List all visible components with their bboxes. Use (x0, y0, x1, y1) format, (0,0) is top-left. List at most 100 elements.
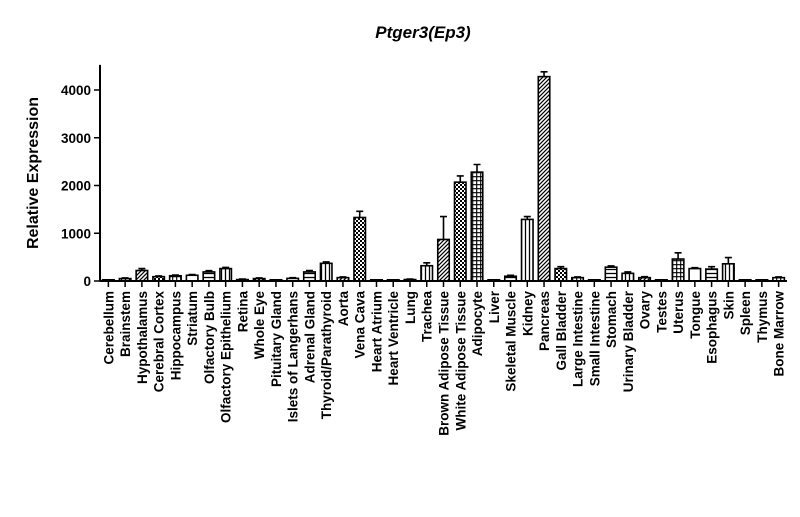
error-bar (557, 265, 565, 269)
error-bar (473, 163, 481, 173)
x-tick-label: Adipocyte (470, 291, 485, 357)
error-bar (440, 215, 447, 240)
x-tick-label: Spleen (738, 291, 753, 335)
x-tick-label: Vena Cava (353, 291, 368, 359)
x-tick-label: Hypothalamus (135, 291, 150, 384)
bar (302, 271, 317, 282)
bar (319, 262, 333, 282)
error-bar (305, 269, 313, 272)
x-tick-label: Urinary Bladder (621, 290, 636, 392)
x-tick-label: Stomach (604, 291, 619, 348)
error-bar (322, 261, 330, 264)
x-tick-label: Gall Bladder (554, 290, 569, 370)
x-tick-label: Thymus (755, 291, 770, 343)
x-tick-label: Whole Eye (252, 291, 267, 360)
bar (436, 238, 451, 282)
bar (604, 266, 618, 282)
error-bar (724, 256, 732, 264)
x-tick-label: Heart Ventricle (386, 291, 401, 386)
error-bar (691, 266, 699, 269)
error-bar (540, 71, 548, 77)
error-bar (205, 269, 213, 272)
x-tick-label: Thyroid/Parathyroid (319, 291, 334, 419)
x-tick-label: Kidney (520, 291, 535, 337)
y-tick-label: 2000 (61, 179, 91, 194)
error-bar (155, 275, 163, 277)
x-tick-label: Pituitary Gland (269, 291, 284, 387)
x-tick-label: Testes (654, 291, 669, 333)
error-bar (339, 276, 347, 278)
x-tick-label: Ovary (638, 291, 653, 330)
x-tick-label: Bone Marrow (772, 291, 787, 377)
error-bar (775, 276, 783, 278)
x-tick-label: Olfactory Bulb (202, 291, 217, 384)
x-tick-label: Islets of Langerhans (286, 291, 301, 422)
error-bar (641, 275, 649, 278)
x-tick-label: Skeletal Muscle (504, 291, 519, 392)
x-tick-label: White Adipose Tissue (453, 291, 468, 431)
y-tick-label: 4000 (61, 83, 91, 98)
bar (554, 267, 568, 282)
error-bar (255, 277, 263, 279)
error-bar (456, 175, 464, 183)
bar (219, 267, 233, 282)
bar (688, 267, 702, 282)
x-tick-label: Olfactory Epithelium (219, 291, 234, 423)
error-bar (708, 265, 716, 270)
x-tick-label: Cerebral Cortex (152, 291, 167, 393)
x-tick-label: Lung (403, 291, 418, 324)
error-bar (289, 276, 297, 279)
error-bar (523, 215, 531, 220)
y-tick-label: 0 (83, 274, 91, 289)
error-bar (121, 277, 129, 279)
bar (520, 218, 534, 282)
x-tick-label: Hippocampus (168, 291, 183, 380)
x-tick-label: Small Intestine (587, 291, 602, 387)
bar (202, 271, 216, 282)
error-bar (138, 267, 146, 271)
bar (453, 181, 467, 282)
x-tick-label: Esophagus (705, 291, 720, 364)
x-tick-label: Uterus (671, 291, 686, 334)
error-bar (624, 271, 632, 274)
error-bar (674, 252, 682, 260)
bar (621, 272, 635, 282)
error-bar (574, 276, 582, 278)
bar (353, 216, 367, 282)
x-tick-label: Skin (721, 291, 736, 320)
x-tick-label: Tongue (688, 291, 703, 339)
error-bar (222, 266, 230, 269)
x-tick-label: Brown Adipose Tissue (437, 291, 452, 436)
error-bar (423, 262, 431, 266)
x-tick-label: Pancreas (537, 291, 552, 351)
x-tick-label: Adrenal Gland (302, 291, 317, 383)
bar (705, 268, 719, 282)
error-bar (356, 210, 364, 218)
error-bar (188, 273, 196, 276)
y-axis: 0 1000 2000 3000 4000 (61, 64, 101, 289)
x-tick-label: Brainstem (118, 291, 133, 357)
bar (420, 264, 434, 282)
x-tick-label: Retina (235, 291, 250, 333)
x-tick-label: Liver (487, 290, 502, 323)
chart-title: Ptger3(Ep3) (375, 23, 471, 42)
y-tick-label: 3000 (61, 131, 91, 146)
x-axis: Cerebellum Brainstem Hypothalamus Cerebral … (100, 280, 787, 436)
bar (721, 263, 735, 282)
x-tick-label: Heart Atrium (369, 291, 384, 372)
error-bar (171, 274, 179, 276)
bar (470, 171, 484, 282)
x-tick-label: Aorta (336, 291, 351, 327)
error-bar (507, 274, 515, 277)
y-tick-label: 1000 (61, 226, 91, 241)
x-tick-label: Trachea (420, 291, 435, 343)
bar (135, 269, 149, 282)
y-axis-label: Relative Expression (25, 97, 42, 249)
bar (671, 258, 685, 282)
bars-group (101, 71, 786, 282)
error-bar (607, 265, 615, 268)
x-tick-label: Striatum (185, 291, 200, 346)
x-tick-label: Large Intestine (571, 291, 586, 388)
bar (537, 75, 551, 282)
